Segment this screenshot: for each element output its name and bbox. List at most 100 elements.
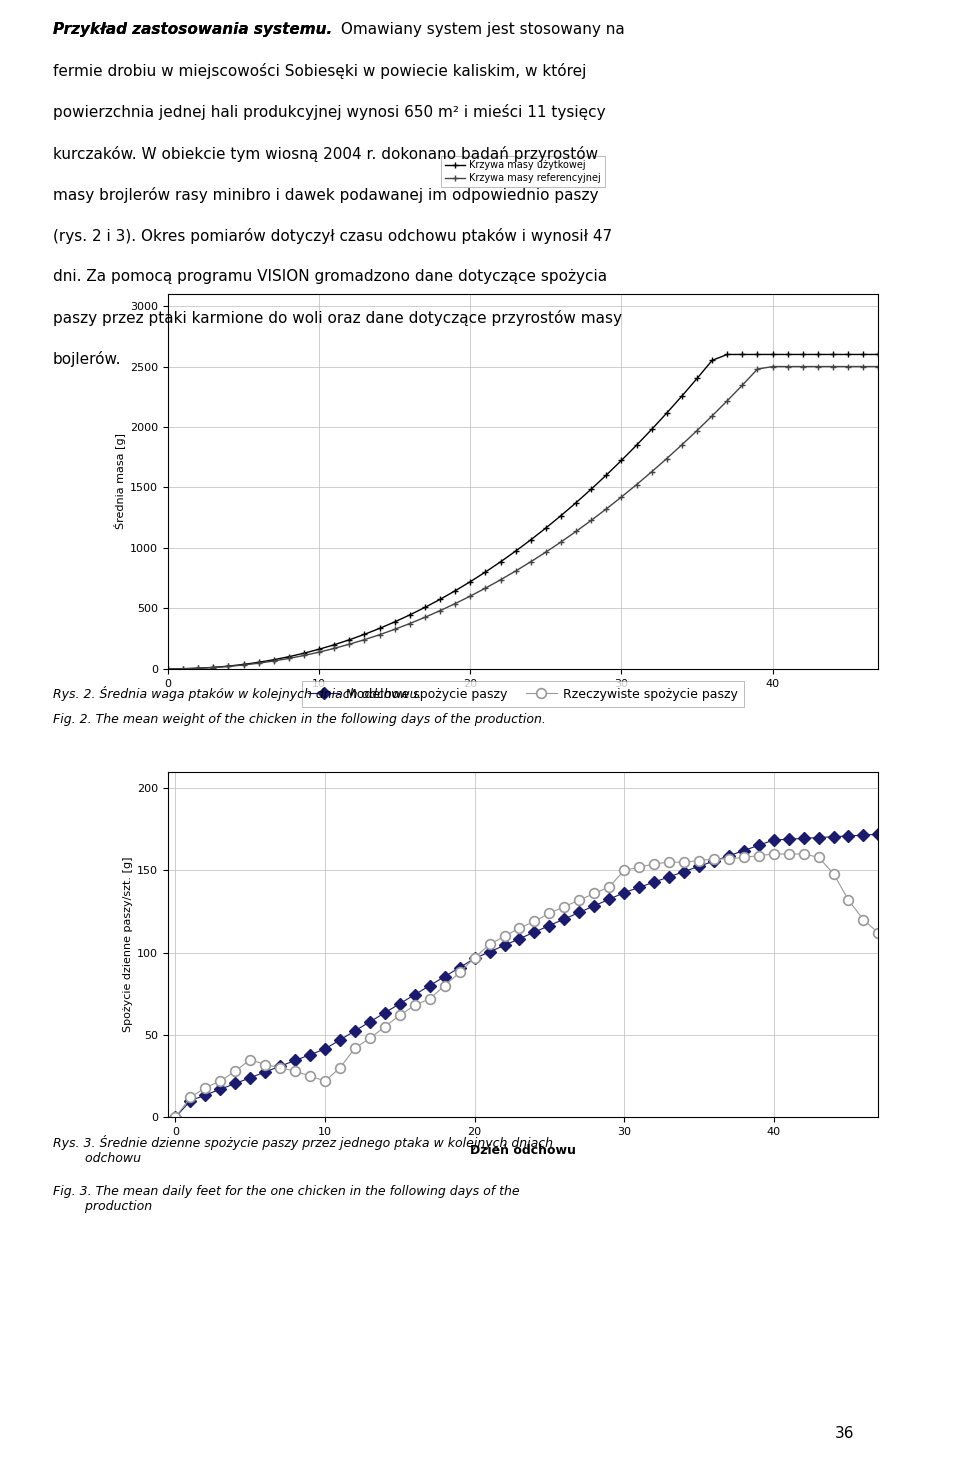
Modelowe spożycie paszy bbox=[873, 826, 884, 844]
Rzeczywiste spożycie paszy bbox=[379, 1017, 391, 1035]
Rzeczywiste spożycie paszy bbox=[663, 854, 675, 872]
Text: masy brojlerów rasy minibro i dawek podawanej im odpowiednio paszy: masy brojlerów rasy minibro i dawek poda… bbox=[53, 187, 598, 203]
Rzeczywiste spożycie paszy bbox=[798, 845, 809, 863]
Rzeczywiste spożycie paszy bbox=[708, 850, 720, 867]
Rzeczywiste spożycie paszy bbox=[170, 1108, 181, 1126]
Line: Rzeczywiste spożycie paszy: Rzeczywiste spożycie paszy bbox=[171, 850, 883, 1122]
Modelowe spożycie paszy bbox=[768, 831, 780, 848]
Modelowe spożycie paszy bbox=[304, 1045, 316, 1063]
Modelowe spożycie paszy bbox=[289, 1051, 300, 1069]
Rzeczywiste spożycie paszy bbox=[424, 989, 436, 1007]
Rzeczywiste spożycie paszy bbox=[334, 1058, 346, 1076]
Modelowe spożycie paszy bbox=[349, 1022, 361, 1039]
Rzeczywiste spożycie paszy bbox=[828, 864, 839, 882]
Modelowe spożycie paszy bbox=[588, 897, 600, 914]
Modelowe spożycie paszy bbox=[783, 831, 795, 848]
Modelowe spożycie paszy bbox=[468, 950, 480, 967]
Rzeczywiste spożycie paszy bbox=[514, 919, 525, 936]
Text: Omawiany system jest stosowany na: Omawiany system jest stosowany na bbox=[336, 22, 625, 37]
Modelowe spożycie paszy bbox=[678, 863, 689, 881]
Modelowe spożycie paszy bbox=[573, 904, 585, 922]
Rzeczywiste spożycie paszy bbox=[723, 850, 734, 867]
Rzeczywiste spożycie paszy bbox=[320, 1072, 331, 1089]
Modelowe spożycie paszy bbox=[543, 917, 555, 935]
Modelowe spożycie paszy bbox=[215, 1080, 227, 1098]
Rzeczywiste spożycie paszy bbox=[857, 911, 869, 929]
Modelowe spożycie paszy bbox=[843, 828, 854, 845]
Rzeczywiste spożycie paszy bbox=[618, 861, 630, 879]
Modelowe spożycie paszy bbox=[529, 923, 540, 941]
Rzeczywiste spożycie paszy bbox=[783, 845, 795, 863]
Y-axis label: Średnia masa [g]: Średnia masa [g] bbox=[114, 434, 126, 529]
Rzeczywiste spożycie paszy bbox=[394, 1007, 405, 1025]
Rzeczywiste spożycie paszy bbox=[439, 976, 450, 994]
Text: 36: 36 bbox=[835, 1426, 854, 1441]
Text: powierzchnia jednej hali produkcyjnej wynosi 650 m² i mieści 11 tysięcy: powierzchnia jednej hali produkcyjnej wy… bbox=[53, 104, 606, 121]
Rzeczywiste spożycie paszy bbox=[529, 913, 540, 931]
Text: Rys. 2. Średnia waga ptaków w kolejnych dniach odchowu.: Rys. 2. Średnia waga ptaków w kolejnych … bbox=[53, 686, 421, 701]
Rzeczywiste spożycie paszy bbox=[693, 851, 705, 869]
Modelowe spożycie paszy bbox=[828, 828, 839, 845]
Modelowe spożycie paszy bbox=[200, 1086, 211, 1104]
Rzeczywiste spożycie paszy bbox=[634, 858, 645, 876]
Modelowe spożycie paszy bbox=[559, 910, 570, 928]
Rzeczywiste spożycie paszy bbox=[543, 904, 555, 922]
Text: (rys. 2 i 3). Okres pomiarów dotyczył czasu odchowu ptaków i wynosił 47: (rys. 2 i 3). Okres pomiarów dotyczył cz… bbox=[53, 228, 612, 244]
Text: Przykład zastosowania systemu.: Przykład zastosowania systemu. bbox=[53, 22, 332, 37]
Rzeczywiste spożycie paszy bbox=[738, 848, 750, 866]
Rzeczywiste spożycie paszy bbox=[349, 1039, 361, 1057]
Modelowe spożycie paszy bbox=[409, 986, 420, 1004]
Rzeczywiste spożycie paszy bbox=[573, 891, 585, 908]
Legend: Krzywa masy użytkowej, Krzywa masy referencyjnej: Krzywa masy użytkowej, Krzywa masy refer… bbox=[442, 156, 605, 187]
Rzeczywiste spożycie paszy bbox=[588, 885, 600, 903]
Text: dni. Za pomocą programu VISION gromadzono dane dotyczące spożycia: dni. Za pomocą programu VISION gromadzon… bbox=[53, 269, 607, 284]
Line: Modelowe spożycie paszy: Modelowe spożycie paszy bbox=[171, 831, 882, 1122]
Rzeczywiste spożycie paszy bbox=[468, 948, 480, 966]
Rzeczywiste spożycie paszy bbox=[304, 1067, 316, 1085]
Modelowe spożycie paszy bbox=[634, 879, 645, 897]
Y-axis label: Spożycie dzienne paszy/szt. [g]: Spożycie dzienne paszy/szt. [g] bbox=[123, 857, 133, 1032]
Modelowe spożycie paszy bbox=[364, 1013, 375, 1030]
Modelowe spożycie paszy bbox=[693, 857, 705, 875]
Rzeczywiste spożycie paszy bbox=[289, 1063, 300, 1080]
Modelowe spożycie paszy bbox=[738, 842, 750, 860]
Rzeczywiste spożycie paszy bbox=[843, 891, 854, 908]
Rzeczywiste spożycie paszy bbox=[813, 848, 825, 866]
Rzeczywiste spożycie paszy bbox=[215, 1072, 227, 1089]
Modelowe spożycie paszy bbox=[320, 1041, 331, 1058]
Rzeczywiste spożycie paszy bbox=[873, 925, 884, 942]
Modelowe spożycie paszy bbox=[708, 853, 720, 870]
Modelowe spożycie paszy bbox=[439, 967, 450, 985]
Modelowe spożycie paszy bbox=[259, 1063, 271, 1080]
Modelowe spożycie paszy bbox=[723, 847, 734, 864]
Rzeczywiste spożycie paszy bbox=[559, 898, 570, 916]
Modelowe spożycie paszy bbox=[857, 826, 869, 844]
Rzeczywiste spożycie paszy bbox=[499, 928, 511, 945]
Modelowe spożycie paszy bbox=[424, 976, 436, 994]
Text: Fig. 3. The mean daily feet for the one chicken in the following days of the
   : Fig. 3. The mean daily feet for the one … bbox=[53, 1185, 519, 1213]
Modelowe spożycie paszy bbox=[663, 869, 675, 886]
Modelowe spożycie paszy bbox=[170, 1108, 181, 1126]
Modelowe spożycie paszy bbox=[245, 1069, 256, 1086]
Modelowe spożycie paszy bbox=[184, 1092, 196, 1110]
Rzeczywiste spożycie paszy bbox=[259, 1055, 271, 1073]
Rzeczywiste spożycie paszy bbox=[364, 1029, 375, 1047]
Text: kurczaków. W obiekcie tym wiosną 2004 r. dokonano badań przyrostów: kurczaków. W obiekcie tym wiosną 2004 r.… bbox=[53, 146, 598, 162]
Modelowe spożycie paszy bbox=[275, 1057, 286, 1075]
Modelowe spożycie paszy bbox=[454, 958, 466, 976]
Rzeczywiste spożycie paszy bbox=[678, 854, 689, 872]
Modelowe spożycie paszy bbox=[334, 1030, 346, 1048]
Modelowe spożycie paszy bbox=[499, 936, 511, 954]
X-axis label: Dzień odchowu: Dzień odchowu bbox=[470, 1144, 576, 1157]
Rzeczywiste spożycie paszy bbox=[648, 856, 660, 873]
Modelowe spożycie paszy bbox=[604, 891, 615, 908]
Modelowe spożycie paszy bbox=[379, 1004, 391, 1022]
Text: Rys. 3. Średnie dzienne spożycie paszy przez jednego ptaka w kolejnych dniach
  : Rys. 3. Średnie dzienne spożycie paszy p… bbox=[53, 1135, 553, 1164]
Rzeczywiste spożycie paszy bbox=[229, 1063, 241, 1080]
Text: paszy przez ptaki karmione do woli oraz dane dotyczące przyrostów masy: paszy przez ptaki karmione do woli oraz … bbox=[53, 310, 622, 326]
Modelowe spożycie paszy bbox=[229, 1075, 241, 1092]
Modelowe spożycie paszy bbox=[648, 873, 660, 891]
Text: Fig. 2. The mean weight of the chicken in the following days of the production.: Fig. 2. The mean weight of the chicken i… bbox=[53, 713, 545, 726]
Rzeczywiste spożycie paszy bbox=[454, 964, 466, 982]
Rzeczywiste spożycie paszy bbox=[484, 936, 495, 954]
